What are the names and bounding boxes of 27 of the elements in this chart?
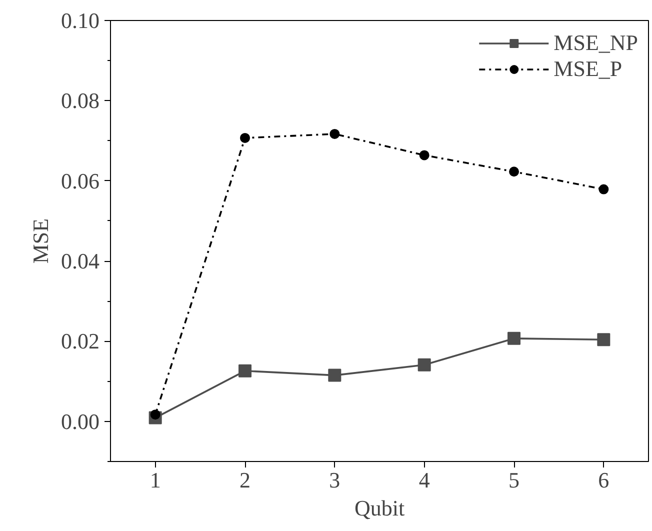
point: [509, 166, 519, 177]
point: [597, 333, 610, 346]
y-tick-label: 0.06: [61, 168, 100, 194]
y-tick-label: 0.04: [61, 248, 100, 274]
point: [240, 132, 250, 143]
x-tick-label: 1: [150, 468, 161, 492]
point: [238, 364, 252, 378]
x-tick-label: 2: [240, 468, 250, 492]
x-tick-label: 3: [329, 468, 340, 492]
y-tick-label: 0.00: [61, 408, 100, 434]
y-axis-title: MSE: [28, 218, 53, 264]
x-tick-label: 6: [598, 468, 610, 492]
y-tick-label: 0.08: [61, 88, 100, 114]
legend-label: MSE_NP: [554, 30, 638, 56]
point: [328, 368, 342, 382]
point: [330, 128, 340, 139]
y-tick-label: 0.10: [61, 8, 100, 33]
point: [598, 184, 609, 194]
x-axis-title: Qubit: [354, 496, 405, 520]
x-tick-label: 4: [418, 468, 430, 492]
legend-label: MSE_P: [554, 56, 622, 82]
x-tick-label: 5: [508, 468, 520, 492]
point: [418, 358, 431, 372]
point: [419, 150, 430, 160]
y-tick-label: 0.02: [61, 328, 100, 354]
point: [508, 332, 520, 345]
point: [150, 410, 160, 420]
